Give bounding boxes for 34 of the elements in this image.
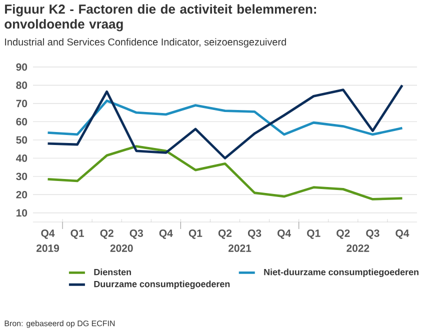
x-tick-label: Q2 bbox=[100, 230, 114, 239]
x-tick-label: Q2 bbox=[218, 230, 232, 239]
x-tick-label: Q1 bbox=[307, 230, 320, 239]
line-series bbox=[46, 145, 404, 200]
y-tick-label: 70 bbox=[16, 100, 28, 108]
line-series bbox=[46, 84, 404, 160]
x-tick-label: Q3 bbox=[366, 230, 380, 239]
y-tick-label: 60 bbox=[16, 118, 28, 126]
x-tick-label: Q1 bbox=[188, 230, 202, 239]
x-tick-label: Q4 bbox=[278, 230, 291, 239]
x-tick-label: Q4 bbox=[41, 230, 55, 239]
x-tick-label: Q1 bbox=[70, 230, 84, 239]
y-tick-label: 90 bbox=[16, 63, 28, 71]
x-tick-label: Q4 bbox=[159, 230, 173, 239]
text: 2019 bbox=[36, 244, 60, 252]
y-tick-label: 80 bbox=[16, 82, 28, 89]
y-tick-label: 50 bbox=[16, 136, 28, 144]
chart-title: Figuur K2 - Factoren die de activiteit belemmeren: onvoldoende vraag bbox=[4, 4, 316, 32]
legend-label: Duurzame consumptiegoederen bbox=[94, 280, 230, 290]
x-tick-label: Q3 bbox=[248, 230, 262, 239]
legend-label: Diensten bbox=[94, 268, 131, 276]
y-tick-label: 40 bbox=[16, 154, 28, 162]
x-tick-label: Q4 bbox=[396, 230, 410, 239]
text: 2020 bbox=[110, 244, 133, 252]
line-series bbox=[46, 100, 404, 136]
y-tick-label: 30 bbox=[16, 172, 28, 180]
y-tick-label: 10 bbox=[16, 209, 28, 217]
legend-label: Niet-duurzame consumptiegoederen bbox=[264, 268, 418, 278]
text: 2021 bbox=[228, 244, 252, 252]
text: 2022 bbox=[346, 244, 370, 252]
x-tick-label: Q2 bbox=[336, 230, 350, 239]
x-tick-label: Q3 bbox=[130, 230, 143, 239]
y-tick-label: 20 bbox=[16, 190, 28, 198]
chart-subtitle: Industrial and Services Confidence Indicator, seizoensgezuiverd bbox=[5, 38, 286, 48]
